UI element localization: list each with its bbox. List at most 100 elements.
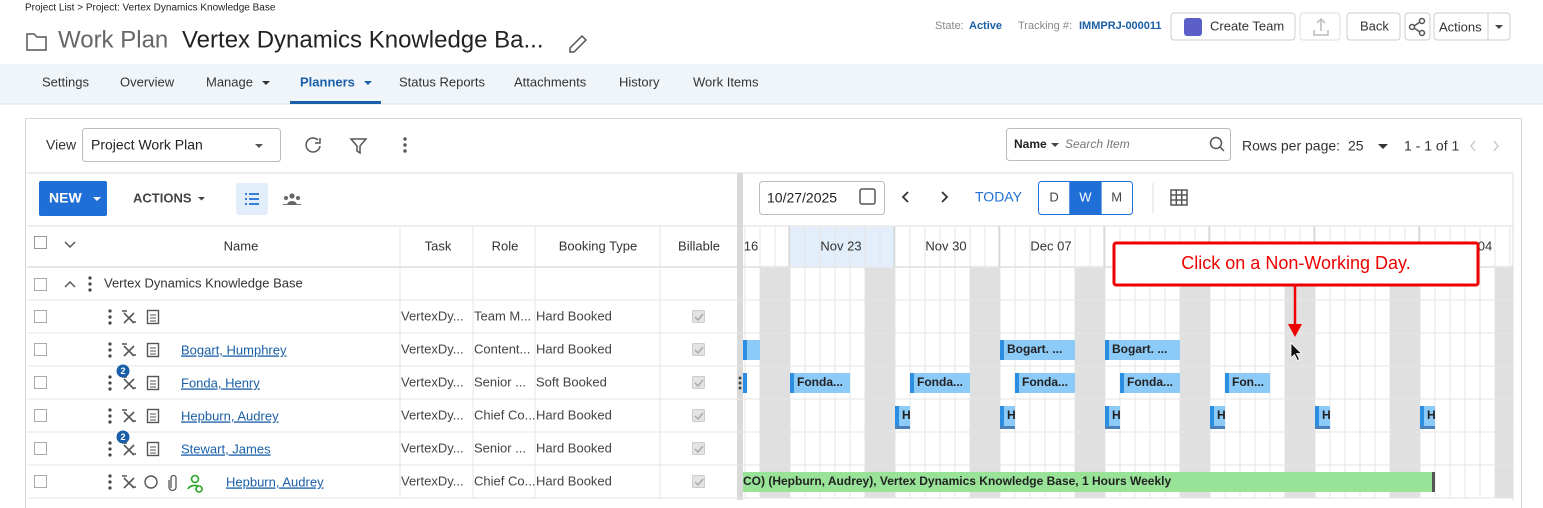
tools-icon[interactable] xyxy=(122,475,136,489)
booking-bar[interactable] xyxy=(910,373,970,393)
row-menu[interactable] xyxy=(108,474,112,478)
resource-link[interactable]: Bogart, Humphrey xyxy=(181,342,287,357)
calendar-icon[interactable] xyxy=(859,188,876,205)
non-working-day[interactable] xyxy=(1075,268,1105,498)
tab[interactable]: Settings xyxy=(42,74,89,89)
grid-icon[interactable] xyxy=(1170,189,1188,206)
tab[interactable]: History xyxy=(619,74,660,89)
booking-bar[interactable] xyxy=(1105,340,1180,360)
non-working-day[interactable] xyxy=(865,268,895,498)
caret[interactable] xyxy=(1378,144,1388,149)
non-working-day[interactable] xyxy=(760,268,790,498)
tab[interactable]: Planners xyxy=(300,74,355,89)
actions-label[interactable]: ACTIONS xyxy=(133,190,192,205)
period-arrows[interactable] xyxy=(901,191,949,203)
date-input[interactable] xyxy=(759,181,885,215)
resource-link[interactable]: Hepburn, Audrey xyxy=(181,408,279,423)
booking-bar[interactable] xyxy=(1015,373,1075,393)
non-working-day[interactable] xyxy=(1495,268,1513,498)
row-menu[interactable] xyxy=(108,348,112,352)
new-button[interactable] xyxy=(39,181,107,216)
notes-icon[interactable] xyxy=(146,408,160,424)
row-menu[interactable] xyxy=(108,342,112,346)
search-box[interactable] xyxy=(1006,128,1231,161)
notes-icon[interactable] xyxy=(146,441,160,457)
actions-button[interactable] xyxy=(1433,12,1511,41)
search-icon[interactable] xyxy=(1209,136,1223,150)
row-checkbox[interactable] xyxy=(34,278,47,291)
edit-icon[interactable] xyxy=(569,34,588,53)
notes-icon[interactable] xyxy=(146,375,160,391)
row-checkbox[interactable] xyxy=(34,442,47,455)
today-button[interactable]: TODAY xyxy=(975,189,1023,205)
create-team-button[interactable] xyxy=(1170,12,1296,41)
row-checkbox[interactable] xyxy=(34,310,47,323)
resource-view-button[interactable] xyxy=(282,193,302,205)
row-menu[interactable] xyxy=(108,420,112,424)
row-menu[interactable] xyxy=(108,414,112,418)
export-button[interactable] xyxy=(1299,12,1341,41)
search-input[interactable]: Search Item xyxy=(1065,137,1130,151)
row-menu[interactable] xyxy=(108,381,112,385)
tab[interactable]: Overview xyxy=(120,74,175,89)
expand-all[interactable] xyxy=(64,241,76,249)
view-select[interactable] xyxy=(82,128,281,162)
resource-link[interactable]: Stewart, James xyxy=(181,441,271,456)
filter-icon[interactable] xyxy=(349,138,368,155)
splitter[interactable] xyxy=(737,173,743,500)
booking-bar[interactable] xyxy=(1000,340,1075,360)
tools-icon[interactable] xyxy=(122,442,136,456)
row-checkbox[interactable] xyxy=(34,409,47,422)
refresh-icon[interactable] xyxy=(305,137,321,153)
row-checkbox[interactable] xyxy=(34,376,47,389)
history-icon[interactable] xyxy=(144,475,158,489)
non-working-day[interactable] xyxy=(1390,268,1420,498)
tools-icon[interactable] xyxy=(122,310,136,324)
back-button[interactable] xyxy=(1346,12,1401,41)
select-all-checkbox[interactable] xyxy=(34,236,47,249)
scale-button[interactable]: D xyxy=(1049,189,1058,204)
tab[interactable]: Attachments xyxy=(514,74,587,89)
booking-bar[interactable] xyxy=(790,373,850,393)
row-menu[interactable] xyxy=(108,447,112,451)
tools-icon[interactable] xyxy=(122,343,136,357)
row-checkbox[interactable] xyxy=(34,343,47,356)
tools-icon[interactable] xyxy=(122,376,136,390)
tools-icon[interactable] xyxy=(122,409,136,423)
row-menu[interactable] xyxy=(88,276,92,280)
notes-icon[interactable] xyxy=(146,309,160,325)
row-menu[interactable] xyxy=(108,453,112,457)
row-menu[interactable] xyxy=(108,408,112,412)
row-menu[interactable] xyxy=(108,309,112,313)
more-icon[interactable] xyxy=(403,137,407,153)
scale-button[interactable]: M xyxy=(1111,189,1122,204)
row-menu[interactable] xyxy=(108,480,112,484)
row-menu[interactable] xyxy=(108,354,112,358)
attachment-icon[interactable] xyxy=(168,474,177,492)
tab[interactable]: Work Items xyxy=(693,74,759,89)
row-menu[interactable] xyxy=(108,486,112,490)
non-working-day[interactable] xyxy=(1285,268,1315,498)
pager-arrows[interactable] xyxy=(1470,140,1499,152)
non-working-day[interactable] xyxy=(1180,268,1210,498)
row-checkbox[interactable] xyxy=(34,475,47,488)
row-menu[interactable] xyxy=(108,441,112,445)
row-menu[interactable] xyxy=(108,321,112,325)
booking-bar[interactable] xyxy=(743,472,1435,492)
tab[interactable]: Manage xyxy=(206,74,253,89)
booking-bar[interactable] xyxy=(1120,373,1180,393)
booking-bar[interactable] xyxy=(1225,373,1270,393)
collapse[interactable] xyxy=(64,280,76,288)
rows-per-page[interactable]: 25 xyxy=(1348,138,1364,154)
non-working-day[interactable] xyxy=(970,268,1000,498)
row-menu[interactable] xyxy=(108,315,112,319)
booking-bar[interactable] xyxy=(743,340,760,360)
notes-icon[interactable] xyxy=(146,342,160,358)
resource-link[interactable]: Fonda, Henry xyxy=(181,375,260,390)
row-menu[interactable] xyxy=(88,282,92,286)
resource-icon[interactable] xyxy=(190,474,200,484)
scale-button[interactable]: W xyxy=(1079,189,1092,204)
resource-link[interactable]: Hepburn, Audrey xyxy=(226,474,324,489)
row-menu[interactable] xyxy=(88,288,92,292)
row-menu[interactable] xyxy=(108,387,112,391)
